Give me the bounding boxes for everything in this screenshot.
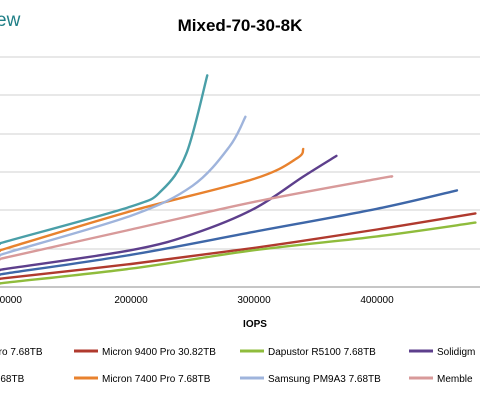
legend-label: Samsung PM9A3 7.68TB <box>268 374 381 385</box>
legend-label: Memble <box>437 374 473 385</box>
x-tick-label: 200000 <box>114 295 148 306</box>
series-line-2 <box>0 212 477 281</box>
legend: Pro 7.68TB Micron 9400 Pro 30.82TB Dapusto… <box>0 347 475 385</box>
series-line-3 <box>0 221 477 285</box>
brand-logo-text: ew <box>0 10 21 31</box>
x-tick-label: 00000 <box>0 295 22 306</box>
chart-title: Mixed-70-30-8K <box>178 16 303 35</box>
legend-label: Dapustor R5100 7.68TB <box>268 347 376 358</box>
x-tick-label: 300000 <box>237 295 271 306</box>
series-line-8 <box>0 175 394 261</box>
series-line-1 <box>0 74 209 245</box>
legend-label: 7.68TB <box>0 374 25 385</box>
series-lines <box>0 74 477 285</box>
series-line-5 <box>0 189 459 276</box>
legend-label: Micron 9400 Pro 30.82TB <box>102 347 216 358</box>
series-line-4 <box>0 154 338 272</box>
x-tick-labels: 00000 200000 300000 400000 <box>0 295 394 306</box>
x-tick-label: 400000 <box>360 295 394 306</box>
series-line-7 <box>0 115 247 257</box>
legend-label: Pro 7.68TB <box>0 347 43 358</box>
series-line-6 <box>0 147 305 253</box>
legend-label: Micron 7400 Pro 7.68TB <box>102 374 211 385</box>
legend-label: Solidigm <box>437 347 475 358</box>
x-axis-label: IOPS <box>243 319 267 330</box>
